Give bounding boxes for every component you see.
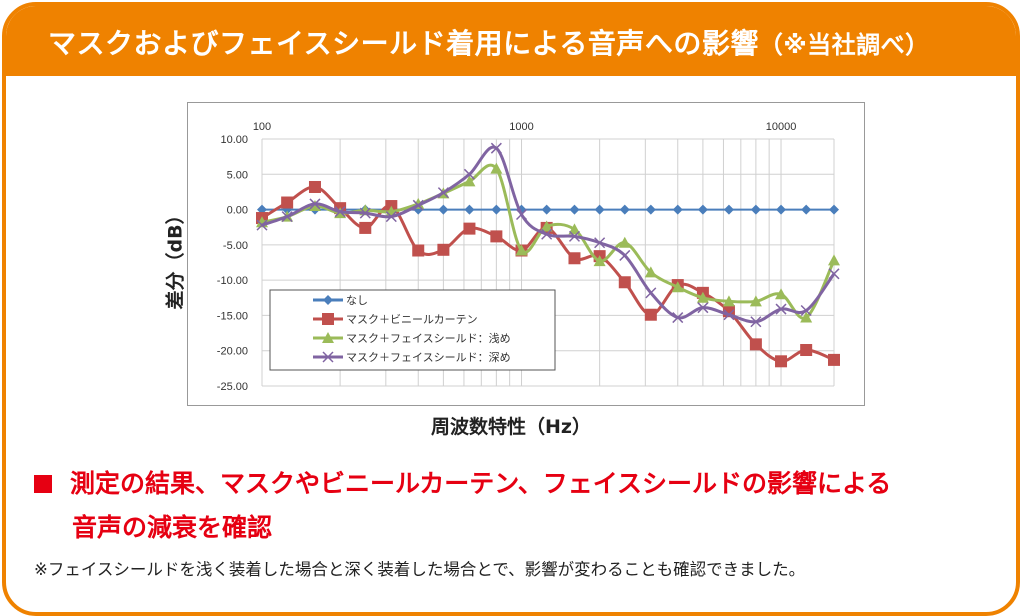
y-tick-label: 10.00 xyxy=(220,134,248,146)
data-point xyxy=(750,204,761,215)
data-point xyxy=(800,344,813,357)
data-point xyxy=(618,276,631,289)
data-point xyxy=(697,302,709,314)
data-point xyxy=(672,312,684,324)
data-point xyxy=(438,204,449,215)
data-point xyxy=(309,198,321,210)
data-point xyxy=(723,204,734,215)
data-point xyxy=(749,295,762,307)
legend-label: マスク＋フェイスシールド：浅め xyxy=(346,332,511,345)
data-point xyxy=(775,303,787,315)
data-point xyxy=(334,206,346,218)
legend-marker xyxy=(322,351,334,363)
y-tick-label: 5.00 xyxy=(227,169,248,181)
data-point xyxy=(645,287,657,299)
y-tick-label: -15.00 xyxy=(217,310,248,322)
data-point xyxy=(644,308,657,321)
title-text: マスクおよびフェイスシールド着用による音声への影響 xyxy=(48,27,759,60)
x-axis-label: 周波数特性（Hz） xyxy=(431,416,591,438)
data-point xyxy=(618,236,631,248)
data-point xyxy=(619,249,631,261)
data-point xyxy=(749,338,762,351)
y-tick-label: -5.00 xyxy=(223,240,248,252)
data-point xyxy=(828,268,840,280)
data-point xyxy=(385,211,397,223)
data-point xyxy=(568,252,581,265)
y-tick-label: 0.00 xyxy=(227,205,248,217)
data-point xyxy=(515,244,528,256)
summary-point: 測定の結果、マスクやビニールカーテン、フェイスシールドの影響による 音声の減衰を… xyxy=(34,462,891,550)
legend-label: マスク＋フェイスシールド：深め xyxy=(346,351,511,364)
data-point xyxy=(619,204,630,215)
data-point xyxy=(308,180,321,193)
page-title: マスクおよびフェイスシールド着用による音声への影響（※当社調べ） xyxy=(48,22,930,62)
legend-marker xyxy=(322,313,334,325)
data-point xyxy=(697,204,708,215)
legend-marker xyxy=(323,295,333,305)
data-point xyxy=(540,220,553,232)
data-point xyxy=(645,204,656,215)
data-point xyxy=(594,204,605,215)
data-point xyxy=(801,204,812,215)
data-point xyxy=(722,295,735,307)
data-point xyxy=(437,187,449,199)
summary-line-2: 音声の減衰を確認 xyxy=(72,513,273,542)
data-point xyxy=(412,199,424,211)
square-bullet-icon xyxy=(34,475,52,493)
y-tick-label: -25.00 xyxy=(217,381,248,393)
data-point xyxy=(594,237,606,249)
data-point xyxy=(490,230,503,243)
data-point xyxy=(541,204,552,215)
data-point xyxy=(308,200,321,212)
data-point xyxy=(776,204,787,215)
data-point xyxy=(671,281,684,293)
data-point xyxy=(568,223,581,235)
data-point xyxy=(828,353,840,366)
data-point xyxy=(696,291,709,303)
data-point xyxy=(491,204,502,215)
x-tick-label: 1000 xyxy=(509,121,533,133)
data-point xyxy=(359,221,372,234)
data-point xyxy=(281,211,293,223)
y-tick-label: -20.00 xyxy=(217,346,248,358)
data-point xyxy=(775,288,788,300)
summary-line-1: 測定の結果、マスクやビニールカーテン、フェイスシールドの影響による xyxy=(70,469,892,498)
data-point xyxy=(412,244,425,257)
title-note: （※当社調べ） xyxy=(758,31,930,59)
legend-label: マスク＋ビニールカーテン xyxy=(346,313,478,326)
data-point xyxy=(463,222,476,235)
data-point xyxy=(775,355,788,368)
data-point xyxy=(828,254,840,266)
data-point xyxy=(800,304,812,317)
data-point xyxy=(256,219,268,231)
header-band: マスクおよびフェイスシールド着用による音声への影響（※当社調べ） xyxy=(6,6,1016,76)
data-point xyxy=(593,255,606,267)
legend-label: なし xyxy=(346,294,368,307)
x-tick-label: 10000 xyxy=(766,121,797,133)
data-point xyxy=(437,243,450,256)
data-point xyxy=(829,204,839,215)
data-point xyxy=(490,142,502,154)
data-point xyxy=(723,309,735,321)
data-point xyxy=(569,204,580,215)
data-point xyxy=(515,208,528,221)
legend-marker xyxy=(322,332,334,343)
data-point xyxy=(644,266,657,278)
data-point xyxy=(800,311,813,323)
data-point xyxy=(463,168,475,180)
data-point xyxy=(568,230,581,242)
data-point xyxy=(490,162,503,174)
x-tick-label: 100 xyxy=(253,121,271,133)
footnote: ※フェイスシールドを浅く装着した場合と深く装着した場合とで、影響が変わることも確… xyxy=(34,560,806,579)
y-tick-label: -10.00 xyxy=(217,275,248,287)
data-point xyxy=(541,228,553,240)
data-point xyxy=(281,196,294,209)
data-point xyxy=(359,207,371,219)
data-point xyxy=(672,204,683,215)
data-point xyxy=(463,175,476,187)
data-point xyxy=(464,204,475,215)
data-point xyxy=(750,316,762,328)
